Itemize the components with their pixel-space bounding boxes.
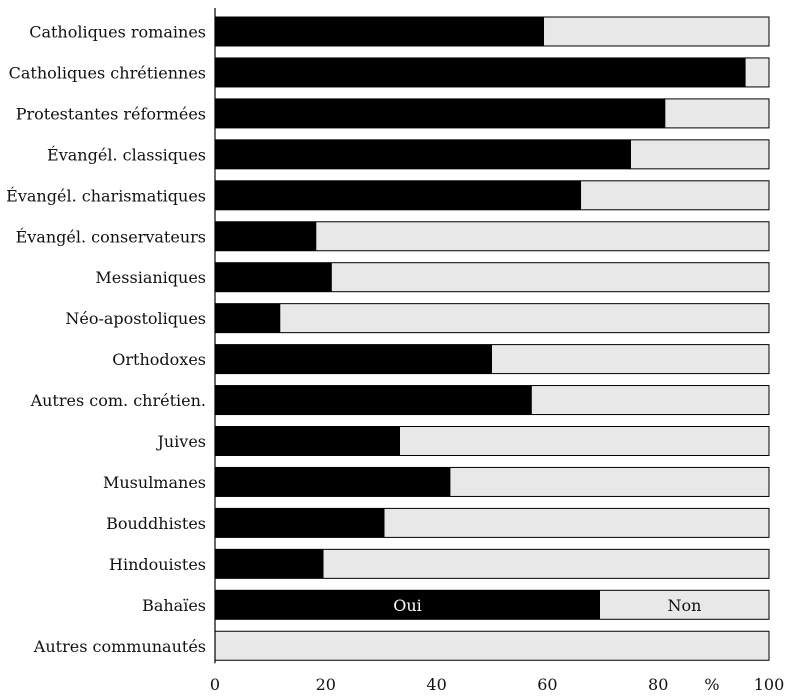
bar-segment-non — [215, 631, 769, 661]
x-tick-label: 20 — [316, 675, 336, 694]
bar-segment-oui — [215, 139, 632, 169]
bar-segment-non — [316, 221, 769, 251]
bar-segment-non — [492, 344, 769, 374]
bar-segment-oui — [215, 549, 324, 579]
x-tick-label: 40 — [426, 675, 446, 694]
category-label: Catholiques romaines — [29, 23, 206, 42]
bar-row — [214, 180, 770, 211]
bar-segment-non — [665, 98, 769, 128]
in-bar-legend: Oui Non — [393, 596, 701, 615]
bar-row — [214, 466, 770, 497]
bar-segment-non — [400, 426, 769, 456]
bars-layer — [214, 16, 770, 661]
bar-segment-non — [600, 590, 769, 620]
bar-segment-non — [745, 57, 769, 87]
bar-segment-oui — [215, 57, 746, 87]
bar-segment-non — [531, 385, 769, 415]
bar-row — [214, 98, 770, 129]
bar-segment-non — [280, 303, 769, 333]
bar-row — [214, 630, 770, 661]
bar-segment-oui — [215, 467, 451, 497]
bar-row — [214, 262, 770, 293]
bar-row — [214, 589, 770, 620]
category-label: Autres com. chrétien. — [30, 391, 206, 410]
bar-row — [214, 139, 770, 170]
bar-segment-oui — [215, 221, 317, 251]
legend-label-oui: Oui — [393, 596, 422, 615]
bar-segment-oui — [215, 17, 545, 46]
x-tick-label: 80 — [648, 675, 668, 694]
legend-label-non: Non — [668, 596, 702, 615]
bar-row — [214, 221, 770, 252]
category-label: Autres communautés — [33, 637, 206, 656]
bar-segment-non — [450, 467, 769, 497]
category-labels: Catholiques romaines Catholiques chrétien… — [6, 23, 206, 656]
x-tick-label: 0 — [210, 675, 220, 694]
bar-segment-non — [331, 262, 769, 292]
bar-segment-non — [581, 180, 769, 210]
bar-segment-oui — [215, 426, 401, 456]
category-label: Musulmanes — [103, 473, 206, 492]
x-tick-label: 60 — [537, 675, 557, 694]
x-axis: 0 20 40 60 80 100% — [210, 8, 784, 694]
bar-segment-oui — [215, 385, 532, 415]
bar-segment-non — [544, 17, 769, 46]
category-label: Évangél. classiques — [47, 144, 206, 164]
x-tick-label: 100 — [754, 675, 785, 694]
bar-row — [214, 426, 770, 456]
bar-segment-oui — [215, 303, 281, 333]
bar-row — [214, 344, 770, 375]
bar-segment-oui — [215, 180, 582, 210]
x-unit-label: % — [704, 675, 719, 694]
bar-segment-non — [631, 139, 769, 169]
category-label: Bouddhistes — [106, 514, 206, 533]
category-label: Hindouistes — [109, 555, 206, 574]
category-label: Catholiques chrétiennes — [9, 63, 206, 82]
category-label: Messianiques — [95, 268, 206, 287]
bar-segment-oui — [215, 98, 666, 128]
category-label: Néo-apostoliques — [65, 309, 206, 328]
bar-segment-oui — [215, 262, 332, 292]
category-label: Orthodoxes — [112, 350, 206, 369]
category-label: Protestantes réformées — [16, 104, 206, 123]
bar-segment-oui — [215, 508, 385, 538]
bar-row — [214, 507, 770, 538]
bar-row — [214, 548, 770, 579]
bar-segment-oui — [215, 344, 492, 374]
bar-row — [214, 385, 770, 416]
category-label: Bahaïes — [142, 596, 206, 615]
bar-row — [214, 16, 770, 47]
bar-row — [214, 57, 770, 88]
bar-row — [214, 303, 770, 334]
category-label: Juives — [155, 432, 206, 451]
category-label: Évangél. conservateurs — [16, 226, 206, 246]
bar-segment-non — [323, 549, 769, 579]
bar-segment-non — [384, 508, 769, 538]
category-label: Évangél. charismatiques — [6, 185, 206, 205]
bar-segment-oui — [215, 590, 601, 620]
